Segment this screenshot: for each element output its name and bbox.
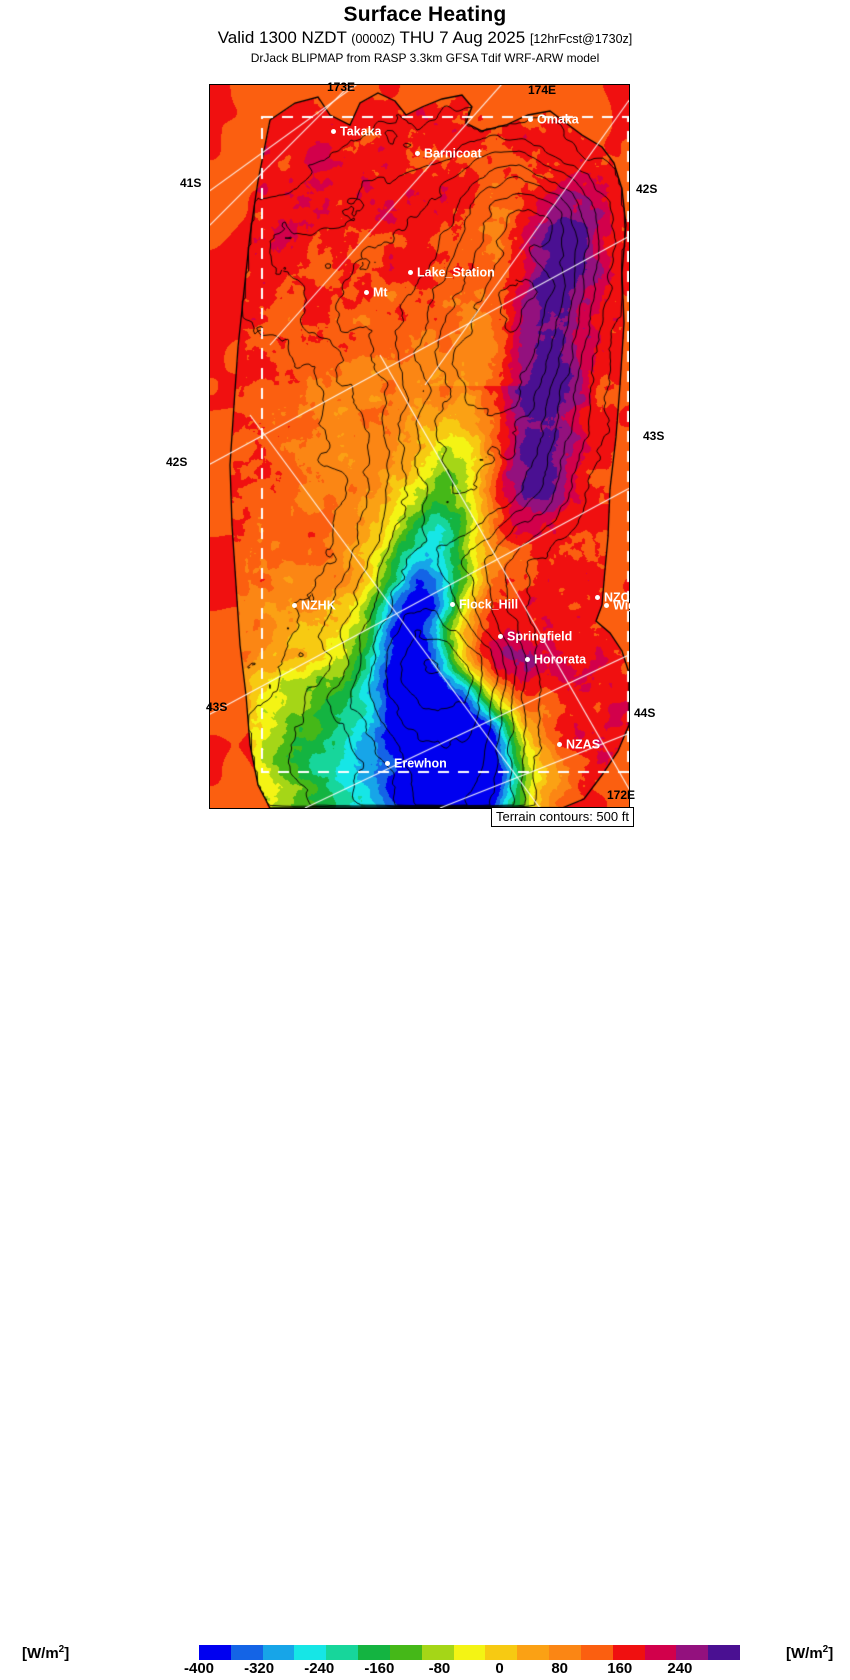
station-label: Wigram <box>604 599 659 612</box>
colorbar-tick-labels: -400 -320 -240 -160 -80 0 80 160 240 <box>0 1660 850 1680</box>
valid-date: THU 7 Aug 2025 <box>399 28 526 47</box>
forecast-tag: [12hrFcst@1730z] <box>529 32 633 46</box>
colorbar-tick: -320 <box>244 1660 275 1677</box>
station-marker-dot <box>595 595 600 601</box>
station-label: Mt <box>364 286 388 299</box>
model-source-line: DrJack BLIPMAP from RASP 3.3km GFSA Tdif… <box>250 51 600 65</box>
station-label-text: NZCH <box>604 590 639 605</box>
colorbar-segment <box>389 1645 422 1660</box>
map-axis-label: 42S <box>166 455 188 469</box>
map-axis-label: 41S <box>180 176 202 190</box>
station-marker-dot <box>408 270 413 276</box>
station-marker-dot <box>528 117 533 123</box>
weather-map <box>209 84 630 809</box>
station-marker-dot <box>364 290 369 296</box>
station-label: Erewhon <box>385 757 447 770</box>
station-marker-dot <box>292 603 297 609</box>
map-axis-label: 43S <box>206 700 228 714</box>
map-axis-label: 42S <box>636 182 658 196</box>
station-label: Springfield <box>498 630 572 643</box>
colorbar-tick: -240 <box>304 1660 335 1677</box>
page-title: Surface Heating <box>343 3 507 26</box>
colorbar-segment <box>421 1645 454 1660</box>
valid-time-utc: (0000Z) <box>351 32 396 46</box>
terrain-contour-legend: Terrain contours: 500 ft <box>491 807 634 827</box>
colorbar-segment <box>326 1645 359 1660</box>
colorbar-segment <box>199 1645 231 1660</box>
station-label: NZAS <box>557 738 600 751</box>
station-label-text: NZAS <box>566 737 601 752</box>
station-label-text: Mt <box>373 285 388 300</box>
heatmap-canvas <box>210 85 629 808</box>
station-label: Flock_Hill <box>450 598 518 611</box>
station-label-text: Omaka <box>537 112 579 127</box>
colorbar-segment <box>549 1645 581 1660</box>
station-marker-dot <box>498 634 503 640</box>
colorbar-tick: 0 <box>495 1660 504 1677</box>
colorbar-segment <box>708 1645 741 1660</box>
title-block: Surface Heating Valid 1300 NZDT (0000Z) … <box>0 2 850 67</box>
colorbar-segment <box>358 1645 390 1660</box>
station-marker-dot <box>450 602 455 608</box>
colorbar-segment <box>230 1645 263 1660</box>
colorbar-tick: 160 <box>607 1660 633 1677</box>
map-gridline-label: 174E <box>528 83 557 97</box>
station-label-text: Flock_Hill <box>459 597 519 612</box>
valid-time-local: Valid 1300 NZDT <box>217 28 347 47</box>
colorbar-segment <box>517 1645 550 1660</box>
map-gridline-label: 173E <box>327 80 356 94</box>
station-marker-dot <box>604 603 609 609</box>
map-axis-label: 44S <box>634 706 656 720</box>
station-label-text: NZHK <box>301 598 336 613</box>
station-label-text: Hororata <box>534 652 587 667</box>
colorbar-tick: -160 <box>364 1660 395 1677</box>
station-label-text: Erewhon <box>394 756 447 771</box>
colorbar-section: [W/m2] [W/m2] -400 -320 -240 -160 -80 0 80 160 2… <box>0 820 850 1677</box>
station-label-text: Barnicoat <box>424 146 482 161</box>
station-marker-dot <box>385 761 390 767</box>
station-label-text: Takaka <box>340 124 382 139</box>
colorbar-tick: -80 <box>428 1660 451 1677</box>
station-label: Omaka <box>528 113 579 126</box>
colorbar-gradient <box>199 1645 741 1660</box>
station-label: Hororata <box>525 653 586 666</box>
colorbar-segment <box>612 1645 645 1660</box>
colorbar-tick: 80 <box>551 1660 568 1677</box>
station-label-text: Wigram <box>613 598 659 613</box>
station-label: Barnicoat <box>415 147 482 160</box>
station-label-text: Springfield <box>507 629 573 644</box>
colorbar-segment <box>580 1645 613 1660</box>
station-label: NZCH <box>595 591 639 604</box>
station-label-text: Lake_Station <box>417 265 495 280</box>
colorbar-tick: -400 <box>183 1660 215 1677</box>
valid-time-line: Valid 1300 NZDT (0000Z) THU 7 Aug 2025 [… <box>0 27 850 50</box>
station-marker-dot <box>525 657 530 663</box>
colorbar-segment <box>644 1645 677 1660</box>
station-label: NZHK <box>292 599 336 612</box>
colorbar-segment <box>485 1645 518 1660</box>
colorbar-segment <box>294 1645 327 1660</box>
map-gridline-label: 172E <box>607 788 636 802</box>
station-marker-dot <box>331 129 336 135</box>
station-label: Takaka <box>331 125 381 138</box>
map-axis-label: 43S <box>643 429 665 443</box>
station-marker-dot <box>415 151 420 157</box>
station-marker-dot <box>557 742 562 748</box>
colorbar-tick: 240 <box>667 1660 693 1677</box>
colorbar-segment <box>676 1645 709 1660</box>
station-label: Lake_Station <box>408 266 495 279</box>
colorbar-segment <box>453 1645 486 1660</box>
colorbar-segment <box>262 1645 295 1660</box>
